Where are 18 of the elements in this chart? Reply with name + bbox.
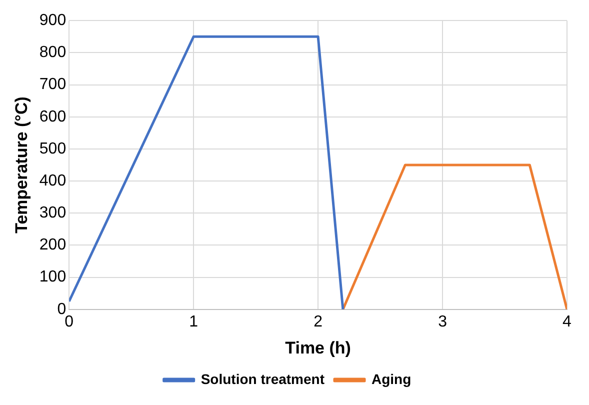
y-tick-label: 100 [39,268,66,286]
x-tick-label: 2 [314,313,323,330]
legend-label: Aging [372,370,412,387]
y-tick-label: 600 [39,108,66,126]
y-tick-label: 700 [39,76,66,94]
y-tick-label: 500 [39,140,66,158]
y-tick-label: 200 [39,236,66,254]
y-tick-label: 300 [39,204,66,222]
x-axis-title: Time (h) [285,338,351,358]
y-tick-label: 0 [57,300,66,318]
y-tick-label: 900 [39,12,66,30]
y-tick-label: 400 [39,172,66,190]
x-tick-label: 4 [562,313,572,330]
y-tick-label: 800 [39,44,66,62]
x-tick-label: 1 [189,313,198,330]
y-axis-title: Temperature (°C) [12,96,31,234]
x-tick-label: 3 [438,313,448,330]
legend-label: Solution treatment [200,370,325,387]
